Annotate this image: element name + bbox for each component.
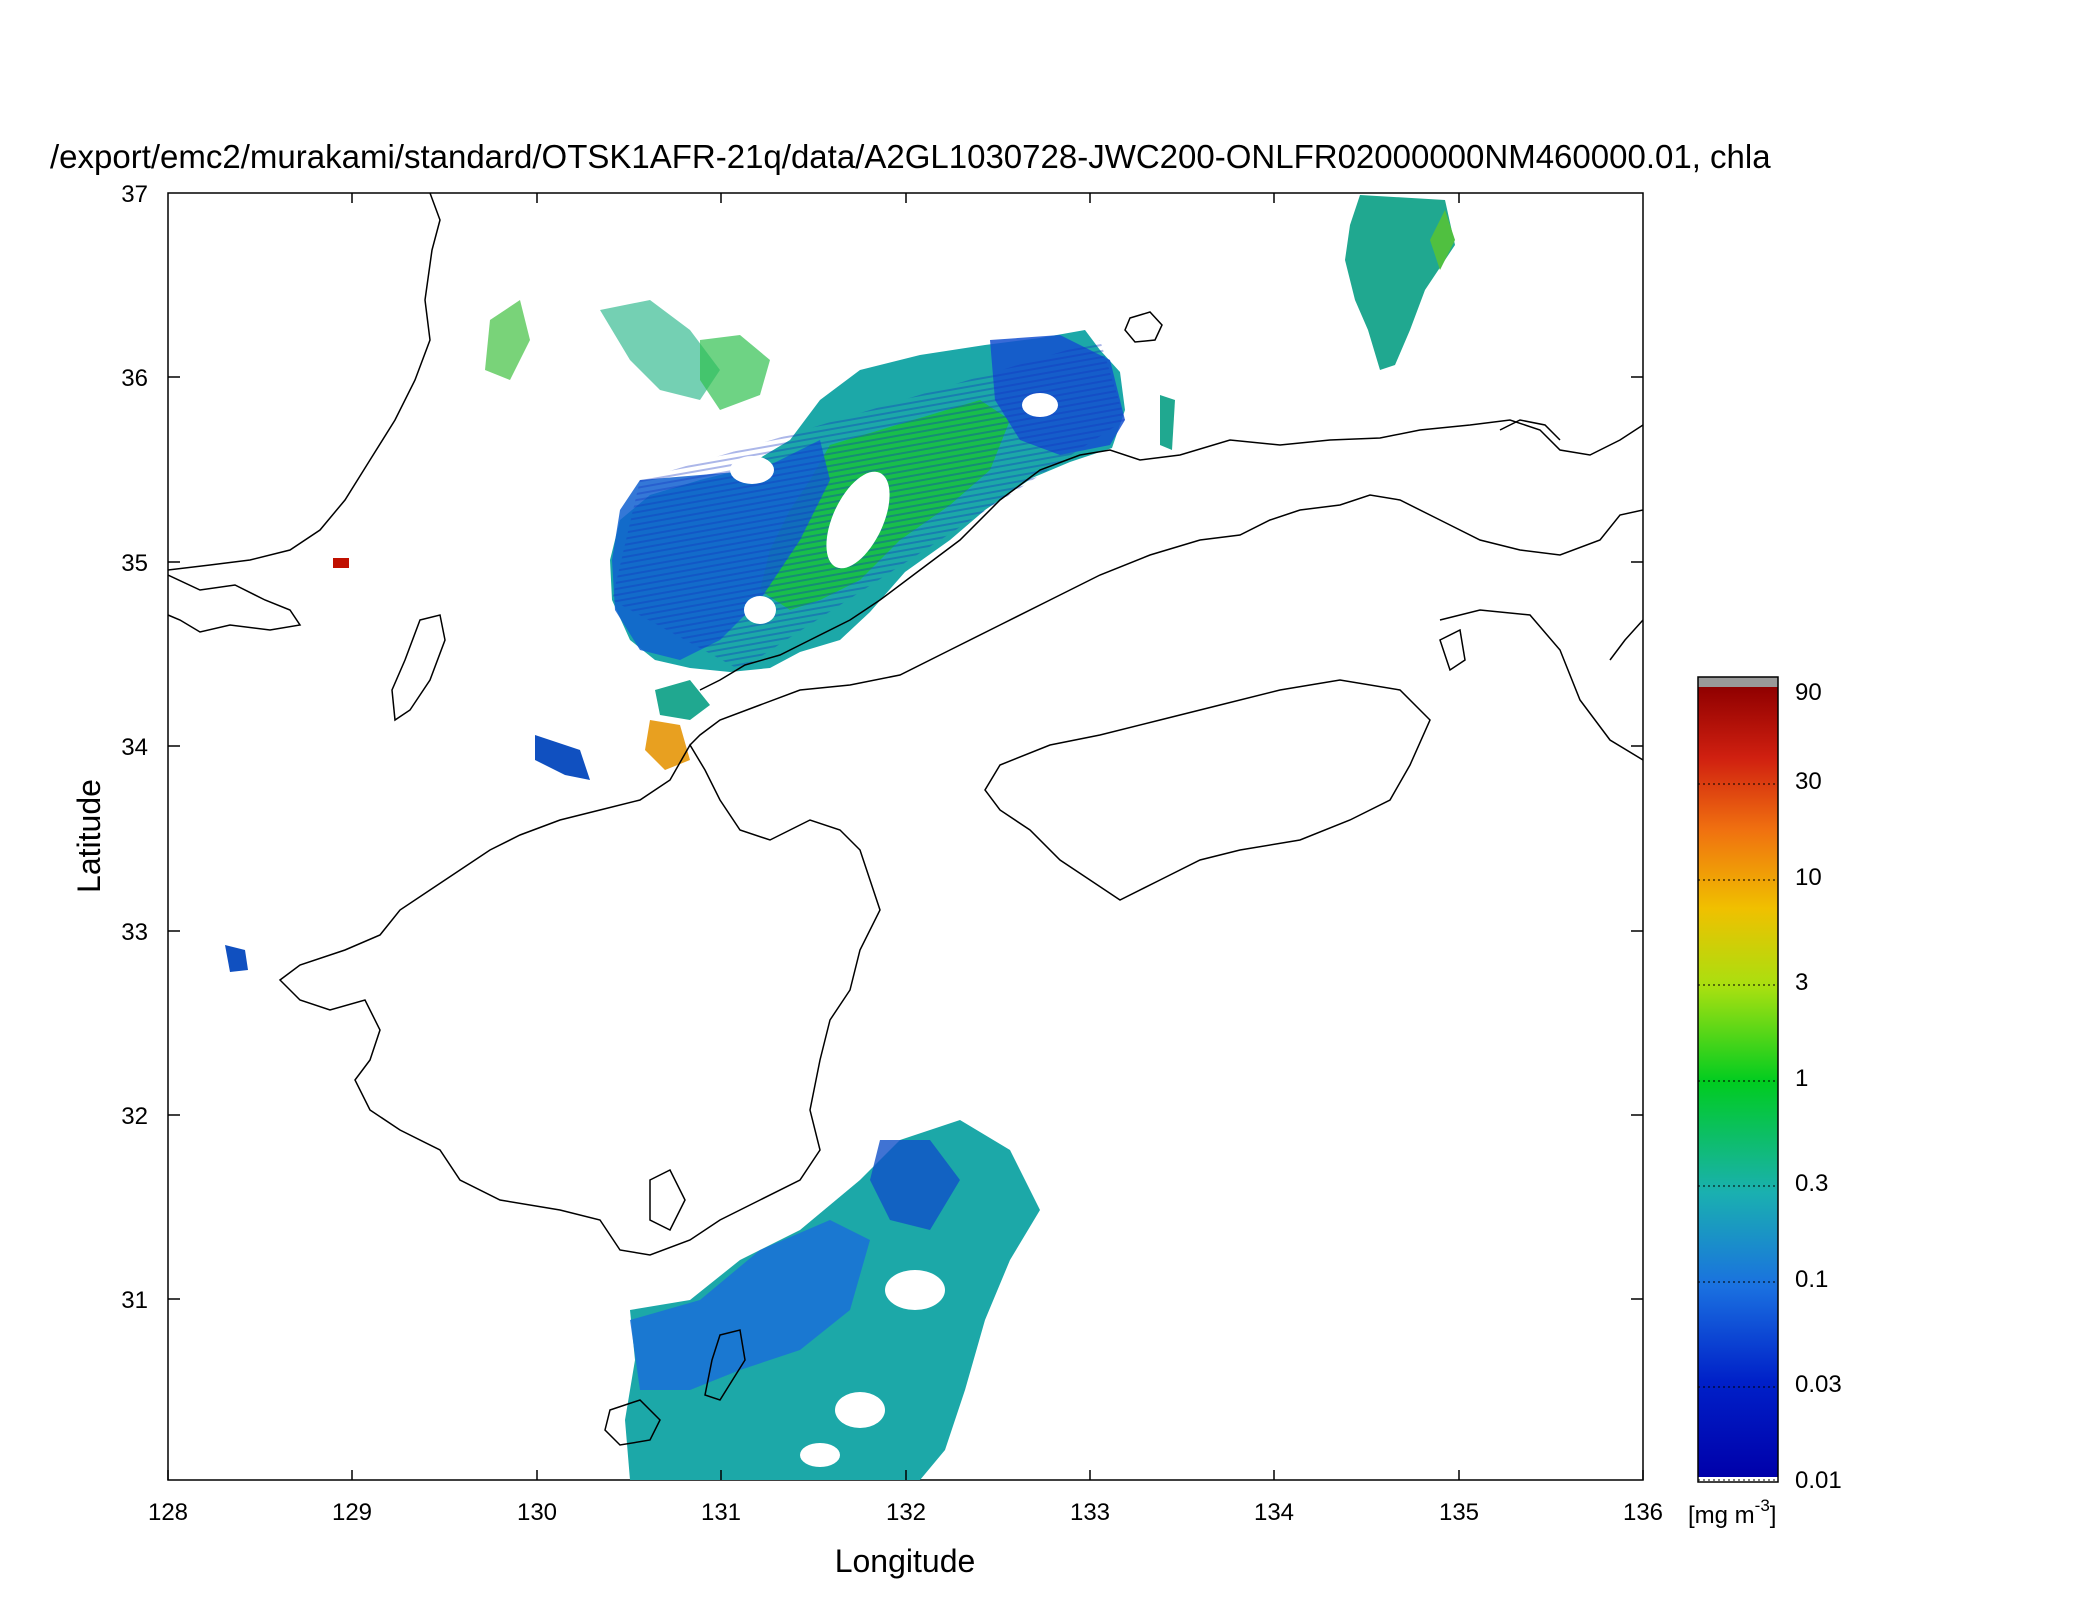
pacific-blue: [870, 1140, 960, 1230]
cloud-gap: [744, 596, 776, 624]
colorbar-overflow: [1698, 677, 1778, 687]
x-tick-label: 135: [1439, 1499, 1479, 1526]
units-exponent: -3: [1754, 1496, 1770, 1515]
cloud-gap: [730, 456, 774, 484]
tsushima-island: [391, 614, 446, 722]
pacific-blue: [630, 1220, 870, 1390]
colorbar-gridlines: [1698, 783, 1778, 1481]
x-axis-title: Longitude: [835, 1543, 976, 1579]
cloud-gap: [826, 471, 890, 569]
y-tick-label: 35: [121, 550, 148, 577]
colorbar-gradient: [1698, 687, 1778, 1477]
colorbar-label: 3: [1795, 969, 1808, 996]
cloud-gap: [885, 1270, 945, 1310]
korea-coast: [168, 193, 441, 571]
cloud-gap: [835, 1392, 885, 1428]
colorbar-frame: [1697, 676, 1779, 1483]
cloud-gap: [1022, 393, 1058, 417]
x-tick-label: 130: [517, 1499, 557, 1526]
x-tick-label: 131: [701, 1499, 741, 1526]
y-tick-label: 34: [121, 734, 148, 761]
shikoku-coast: [984, 679, 1431, 901]
x-tick-label: 132: [886, 1499, 926, 1526]
colorbar-label: 90: [1795, 679, 1822, 706]
colorbar-label: 30: [1795, 768, 1822, 795]
units-suffix: ]: [1769, 1502, 1777, 1529]
y-tick-label: 37: [121, 181, 148, 208]
colorbar-label: 0.01: [1795, 1467, 1842, 1494]
north-east-green: [1430, 210, 1455, 270]
east-strip: [1160, 395, 1175, 450]
y-tick-label: 32: [121, 1103, 148, 1130]
east-coast-fragment: [1499, 419, 1561, 441]
colorbar-label: 1: [1795, 1065, 1808, 1092]
tsushima-patch: [535, 735, 590, 780]
y-axis-title: Latitude: [71, 779, 107, 893]
scatter-green: [485, 300, 530, 380]
y-tick-label: 31: [121, 1287, 148, 1314]
x-tick-label: 136: [1623, 1499, 1663, 1526]
map-title: /export/emc2/murakami/standard/OTSK1AFR-…: [50, 138, 1771, 175]
small-island: [1439, 628, 1466, 672]
yakushima-island: [604, 1399, 661, 1446]
scatter-green: [700, 335, 770, 410]
oki-island: [1124, 311, 1163, 343]
colorbar-units: [mg m-3]: [1688, 1496, 1777, 1530]
colorbar-label: 0.3: [1795, 1170, 1828, 1197]
colorbar-label: 0.1: [1795, 1266, 1828, 1293]
x-tick-label: 133: [1070, 1499, 1110, 1526]
y-tick-labels: 31 32 33 34 35 36 37: [121, 181, 148, 1314]
x-tick-label: 134: [1254, 1499, 1294, 1526]
axis-ticks: [167, 193, 1644, 1480]
korea-south-coast: [168, 574, 302, 633]
tanegashima-island: [704, 1329, 746, 1401]
x-tick-label: 128: [148, 1499, 188, 1526]
kyushu-coast: [278, 743, 881, 1256]
teal-patch: [655, 680, 710, 720]
kii-coast: [1439, 609, 1643, 761]
chlorophyll-field: [225, 195, 1455, 1480]
cloud-gap: [800, 1443, 840, 1467]
units-prefix: [mg m: [1688, 1502, 1755, 1529]
colorbar: 0.01 0.03 0.1 0.3 1 3 10 30 90: [1697, 676, 1842, 1494]
orange-bloom: [645, 720, 690, 770]
red-spot: [333, 558, 349, 568]
small-blue-patch: [225, 945, 248, 972]
scatter-teal: [600, 300, 720, 400]
colorbar-label: 10: [1795, 864, 1822, 891]
kagoshima-bay: [649, 1168, 686, 1232]
honshu-north-coast: [699, 419, 1643, 691]
north-east-patch: [1345, 195, 1455, 370]
inland-sea-north: [689, 494, 1643, 746]
x-tick-label: 129: [332, 1499, 372, 1526]
y-tick-label: 36: [121, 365, 148, 392]
y-tick-label: 33: [121, 919, 148, 946]
colorbar-label: 0.03: [1795, 1371, 1842, 1398]
east-coast-fragment: [1609, 619, 1643, 661]
coastlines: [168, 193, 1643, 1446]
x-tick-labels: 128 129 130 131 132 133 134 135 136: [148, 1499, 1663, 1526]
